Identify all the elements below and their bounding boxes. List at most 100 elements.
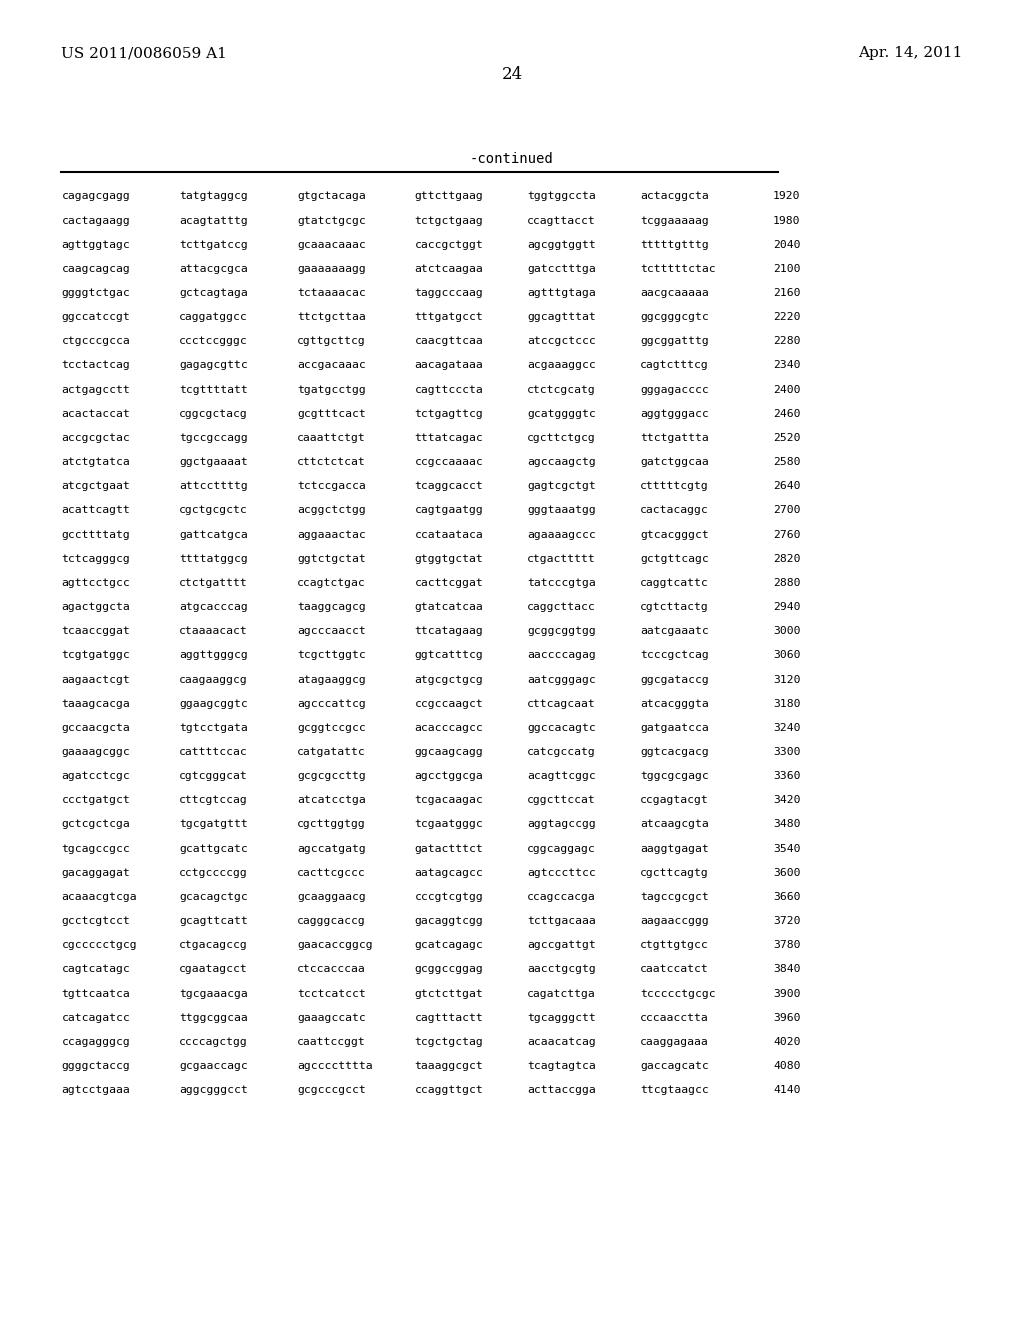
Text: aagaactcgt: aagaactcgt bbox=[61, 675, 130, 685]
Text: 2340: 2340 bbox=[773, 360, 801, 371]
Text: tcgcttggtc: tcgcttggtc bbox=[297, 651, 366, 660]
Text: gcgaaccagc: gcgaaccagc bbox=[179, 1061, 248, 1071]
Text: tgtcctgata: tgtcctgata bbox=[179, 723, 248, 733]
Text: ttcatagaag: ttcatagaag bbox=[415, 626, 483, 636]
Text: 3060: 3060 bbox=[773, 651, 801, 660]
Text: aacgcaaaaa: aacgcaaaaa bbox=[640, 288, 709, 298]
Text: ctttttcgtg: ctttttcgtg bbox=[640, 482, 709, 491]
Text: ccataataca: ccataataca bbox=[415, 529, 483, 540]
Text: tctaaaacac: tctaaaacac bbox=[297, 288, 366, 298]
Text: 4140: 4140 bbox=[773, 1085, 801, 1096]
Text: gaaaaaaagg: gaaaaaaagg bbox=[297, 264, 366, 273]
Text: gcggtccgcc: gcggtccgcc bbox=[297, 723, 366, 733]
Text: 3600: 3600 bbox=[773, 867, 801, 878]
Text: tcctcatcct: tcctcatcct bbox=[297, 989, 366, 998]
Text: gagtcgctgt: gagtcgctgt bbox=[527, 482, 596, 491]
Text: aggtagccgg: aggtagccgg bbox=[527, 820, 596, 829]
Text: cgcttctgcg: cgcttctgcg bbox=[527, 433, 596, 444]
Text: cgtcttactg: cgtcttactg bbox=[640, 602, 709, 612]
Text: tgccgccagg: tgccgccagg bbox=[179, 433, 248, 444]
Text: tggtggccta: tggtggccta bbox=[527, 191, 596, 202]
Text: gatcctttga: gatcctttga bbox=[527, 264, 596, 273]
Text: agcccattcg: agcccattcg bbox=[297, 698, 366, 709]
Text: caagaaggcg: caagaaggcg bbox=[179, 675, 248, 685]
Text: acaaacgtcga: acaaacgtcga bbox=[61, 892, 137, 902]
Text: tttatcagac: tttatcagac bbox=[415, 433, 483, 444]
Text: US 2011/0086059 A1: US 2011/0086059 A1 bbox=[61, 46, 227, 61]
Text: gccaacgcta: gccaacgcta bbox=[61, 723, 130, 733]
Text: 3540: 3540 bbox=[773, 843, 801, 854]
Text: tcgctgctag: tcgctgctag bbox=[415, 1038, 483, 1047]
Text: cccaacctta: cccaacctta bbox=[640, 1012, 709, 1023]
Text: atgcgctgcg: atgcgctgcg bbox=[415, 675, 483, 685]
Text: tcttgatccg: tcttgatccg bbox=[179, 240, 248, 249]
Text: cggcaggagc: cggcaggagc bbox=[527, 843, 596, 854]
Text: ggaagcggtc: ggaagcggtc bbox=[179, 698, 248, 709]
Text: acaacatcag: acaacatcag bbox=[527, 1038, 596, 1047]
Text: caattccggt: caattccggt bbox=[297, 1038, 366, 1047]
Text: cctgccccgg: cctgccccgg bbox=[179, 867, 248, 878]
Text: 2220: 2220 bbox=[773, 313, 801, 322]
Text: 3360: 3360 bbox=[773, 771, 801, 781]
Text: 2100: 2100 bbox=[773, 264, 801, 273]
Text: aagaaccggg: aagaaccggg bbox=[640, 916, 709, 927]
Text: taaggcagcg: taaggcagcg bbox=[297, 602, 366, 612]
Text: 3300: 3300 bbox=[773, 747, 801, 756]
Text: aggtgggacc: aggtgggacc bbox=[640, 409, 709, 418]
Text: caccgctggt: caccgctggt bbox=[415, 240, 483, 249]
Text: ccgccaagct: ccgccaagct bbox=[415, 698, 483, 709]
Text: attacgcgca: attacgcgca bbox=[179, 264, 248, 273]
Text: acagtatttg: acagtatttg bbox=[179, 215, 248, 226]
Text: cagtttactt: cagtttactt bbox=[415, 1012, 483, 1023]
Text: ggcggatttg: ggcggatttg bbox=[640, 337, 709, 346]
Text: ggccacagtc: ggccacagtc bbox=[527, 723, 596, 733]
Text: gaccagcatc: gaccagcatc bbox=[640, 1061, 709, 1071]
Text: tctttttctac: tctttttctac bbox=[640, 264, 716, 273]
Text: gatactttct: gatactttct bbox=[415, 843, 483, 854]
Text: tatgtaggcg: tatgtaggcg bbox=[179, 191, 248, 202]
Text: caggatggcc: caggatggcc bbox=[179, 313, 248, 322]
Text: gacaggtcgg: gacaggtcgg bbox=[415, 916, 483, 927]
Text: actacggcta: actacggcta bbox=[640, 191, 709, 202]
Text: caaggagaaa: caaggagaaa bbox=[640, 1038, 709, 1047]
Text: caggcttacc: caggcttacc bbox=[527, 602, 596, 612]
Text: aggttgggcg: aggttgggcg bbox=[179, 651, 248, 660]
Text: ggcagtttat: ggcagtttat bbox=[527, 313, 596, 322]
Text: ccagtctgac: ccagtctgac bbox=[297, 578, 366, 587]
Text: cagtcatagc: cagtcatagc bbox=[61, 965, 130, 974]
Text: taggcccaag: taggcccaag bbox=[415, 288, 483, 298]
Text: gtatctgcgc: gtatctgcgc bbox=[297, 215, 366, 226]
Text: catcgccatg: catcgccatg bbox=[527, 747, 596, 756]
Text: gaaagccatc: gaaagccatc bbox=[297, 1012, 366, 1023]
Text: ttctgcttaa: ttctgcttaa bbox=[297, 313, 366, 322]
Text: agccatgatg: agccatgatg bbox=[297, 843, 366, 854]
Text: ccgagtacgt: ccgagtacgt bbox=[640, 795, 709, 805]
Text: aggaaactac: aggaaactac bbox=[297, 529, 366, 540]
Text: taaaggcgct: taaaggcgct bbox=[415, 1061, 483, 1071]
Text: attccttttg: attccttttg bbox=[179, 482, 248, 491]
Text: 4020: 4020 bbox=[773, 1038, 801, 1047]
Text: 24: 24 bbox=[502, 66, 522, 83]
Text: gcacagctgc: gcacagctgc bbox=[179, 892, 248, 902]
Text: ccagagggcg: ccagagggcg bbox=[61, 1038, 130, 1047]
Text: cgcttcagtg: cgcttcagtg bbox=[640, 867, 709, 878]
Text: cagtctttcg: cagtctttcg bbox=[640, 360, 709, 371]
Text: 2880: 2880 bbox=[773, 578, 801, 587]
Text: atctgtatca: atctgtatca bbox=[61, 457, 130, 467]
Text: ggggtctgac: ggggtctgac bbox=[61, 288, 130, 298]
Text: 3420: 3420 bbox=[773, 795, 801, 805]
Text: ctccacccaa: ctccacccaa bbox=[297, 965, 366, 974]
Text: acacccagcc: acacccagcc bbox=[415, 723, 483, 733]
Text: tcttgacaaa: tcttgacaaa bbox=[527, 916, 596, 927]
Text: 2580: 2580 bbox=[773, 457, 801, 467]
Text: agcccctttta: agcccctttta bbox=[297, 1061, 373, 1071]
Text: gcgtttcact: gcgtttcact bbox=[297, 409, 366, 418]
Text: atgcacccag: atgcacccag bbox=[179, 602, 248, 612]
Text: gcaaggaacg: gcaaggaacg bbox=[297, 892, 366, 902]
Text: 3660: 3660 bbox=[773, 892, 801, 902]
Text: gatgaatcca: gatgaatcca bbox=[640, 723, 709, 733]
Text: tctccgacca: tctccgacca bbox=[297, 482, 366, 491]
Text: tgcgatgttt: tgcgatgttt bbox=[179, 820, 248, 829]
Text: gcggcggtgg: gcggcggtgg bbox=[527, 626, 596, 636]
Text: aaggtgagat: aaggtgagat bbox=[640, 843, 709, 854]
